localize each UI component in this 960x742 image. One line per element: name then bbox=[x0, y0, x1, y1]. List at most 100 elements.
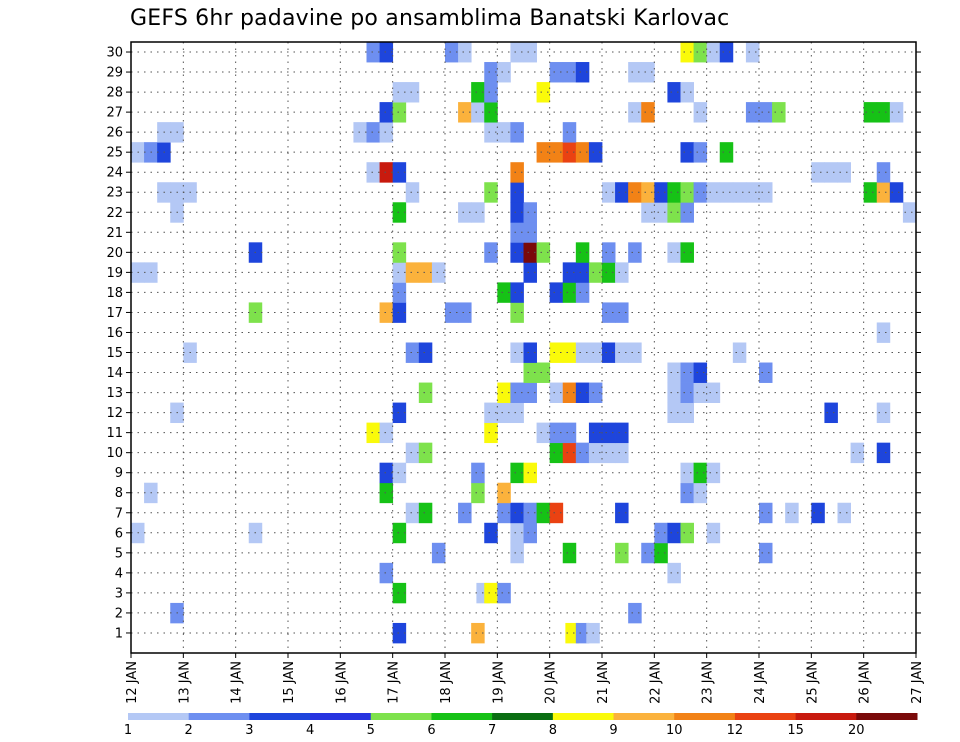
heatmap-cell bbox=[392, 242, 407, 263]
heatmap-cell bbox=[549, 382, 564, 403]
heatmap-cell bbox=[379, 102, 394, 123]
heatmap-cell bbox=[549, 282, 564, 303]
colorbar-label: 2 bbox=[185, 723, 193, 738]
heatmap-cell bbox=[392, 282, 407, 303]
heatmap-cell bbox=[418, 262, 433, 283]
heatmap-cell bbox=[458, 42, 472, 63]
heatmap-cell bbox=[523, 502, 537, 524]
heatmap-cell bbox=[510, 462, 524, 484]
colorbar-swatch bbox=[431, 713, 493, 720]
heatmap-cell bbox=[588, 382, 603, 403]
heatmap-cell bbox=[719, 42, 734, 63]
heatmap-cell bbox=[575, 622, 590, 644]
heatmap-cell bbox=[484, 402, 498, 424]
colorbar-swatch bbox=[856, 713, 918, 720]
heatmap-cell bbox=[575, 62, 590, 83]
heatmap-cell bbox=[431, 542, 446, 564]
y-tick-label: 5 bbox=[115, 546, 123, 561]
heatmap-cell bbox=[379, 162, 394, 183]
colorbar-swatch bbox=[674, 713, 736, 720]
heatmap-cell bbox=[366, 422, 380, 444]
y-tick-label: 15 bbox=[106, 346, 123, 361]
heatmap-cell bbox=[562, 282, 577, 303]
x-tick-label: 21 JAN bbox=[596, 661, 611, 704]
heatmap-cell bbox=[876, 442, 891, 464]
x-tick-label: 26 JAN bbox=[858, 661, 873, 704]
heatmap-cell bbox=[510, 302, 524, 323]
heatmap-cell bbox=[418, 342, 433, 363]
heatmap-cell bbox=[602, 262, 616, 283]
heatmap-cell bbox=[392, 262, 407, 283]
heatmap-cell bbox=[693, 482, 708, 504]
heatmap-cell bbox=[824, 402, 838, 424]
heatmap-cell bbox=[392, 402, 407, 424]
heatmap-cell bbox=[641, 62, 655, 83]
heatmap-cell bbox=[889, 102, 904, 123]
heatmap-cell bbox=[588, 262, 603, 283]
heatmap-cell bbox=[497, 502, 511, 524]
x-tick-label: 27 JAN bbox=[910, 661, 925, 704]
heatmap-cell bbox=[392, 462, 407, 484]
heatmap-cell bbox=[641, 542, 655, 564]
heatmap-cell bbox=[366, 162, 380, 183]
heatmap-cell bbox=[510, 522, 524, 544]
heatmap-cell bbox=[510, 162, 524, 183]
heatmap-cell bbox=[562, 262, 577, 283]
heatmap-cell bbox=[615, 502, 629, 524]
heatmap-cell bbox=[562, 382, 577, 403]
heatmap-cell bbox=[628, 182, 642, 203]
y-tick-label: 29 bbox=[106, 66, 123, 81]
heatmap-cell bbox=[392, 102, 407, 123]
heatmap-cell bbox=[615, 342, 629, 363]
heatmap-cell bbox=[484, 62, 498, 83]
heatmap-cell bbox=[484, 82, 498, 103]
heatmap-cell bbox=[379, 422, 394, 444]
heatmap-cell bbox=[392, 302, 407, 323]
heatmap-cell bbox=[667, 182, 681, 203]
y-tick-label: 28 bbox=[106, 86, 123, 101]
heatmap-cell bbox=[510, 282, 524, 303]
colorbar-swatch bbox=[188, 713, 250, 720]
x-tick-label: 23 JAN bbox=[701, 661, 716, 704]
heatmap-cell bbox=[811, 162, 825, 183]
heatmap-cell bbox=[824, 162, 838, 183]
heatmap-cell bbox=[850, 442, 865, 464]
heatmap-cell bbox=[471, 82, 485, 103]
heatmap-cell bbox=[523, 382, 537, 403]
heatmap-cell bbox=[706, 522, 721, 544]
heatmap-cell bbox=[379, 462, 394, 484]
heatmap-cell bbox=[680, 182, 694, 203]
heatmap-cell bbox=[536, 502, 551, 524]
heatmap-cell bbox=[497, 122, 511, 143]
colorbar-swatch bbox=[492, 713, 554, 720]
colorbar-swatch bbox=[128, 713, 190, 720]
colorbar-label: 1 bbox=[124, 723, 132, 738]
heatmap-cell bbox=[693, 462, 708, 484]
heatmap-cell bbox=[706, 182, 721, 203]
heatmap-cells bbox=[131, 42, 917, 644]
heatmap-cell bbox=[772, 102, 786, 123]
heatmap-cell bbox=[785, 502, 799, 524]
heatmap-cell bbox=[523, 242, 537, 263]
heatmap-cell bbox=[484, 242, 498, 263]
heatmap-cell bbox=[876, 182, 891, 203]
heatmap-cell bbox=[523, 262, 537, 283]
colorbar-label: 8 bbox=[549, 723, 557, 738]
heatmap-cell bbox=[732, 182, 747, 203]
heatmap-cell bbox=[549, 62, 564, 83]
x-tick-label: 25 JAN bbox=[805, 661, 820, 704]
heatmap-cell bbox=[536, 142, 551, 163]
x-tick-label: 22 JAN bbox=[648, 661, 663, 704]
heatmap-cell bbox=[680, 82, 694, 103]
heatmap-cell bbox=[523, 522, 537, 544]
heatmap-cell bbox=[471, 482, 485, 504]
heatmap-cell bbox=[902, 202, 917, 223]
x-tick-label: 15 JAN bbox=[282, 661, 297, 704]
colorbar-swatch bbox=[552, 713, 615, 720]
heatmap-cell bbox=[628, 102, 642, 123]
y-tick-label: 16 bbox=[106, 326, 123, 341]
heatmap-cell bbox=[641, 102, 655, 123]
heatmap-cell bbox=[628, 242, 642, 263]
heatmap-cell bbox=[628, 602, 642, 624]
y-tick-label: 27 bbox=[106, 106, 123, 121]
